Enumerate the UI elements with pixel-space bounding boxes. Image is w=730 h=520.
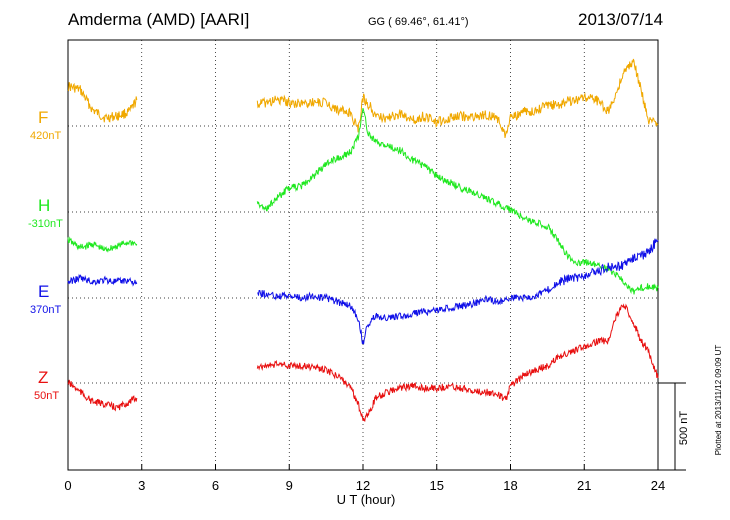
scale-bar: [658, 382, 686, 471]
series-h-line: [67, 236, 138, 253]
series-e-name: E: [38, 282, 50, 301]
x-tick-label: 24: [650, 478, 666, 493]
series-e-line: [257, 238, 659, 345]
series-h-line: [256, 107, 659, 295]
series-lines: [67, 58, 659, 422]
x-tick-label: 3: [138, 478, 146, 493]
x-axis-label: U T (hour): [336, 492, 396, 507]
series-e-line: [67, 273, 138, 287]
coordinates-label: GG ( 69.46°, 61.41°): [368, 16, 469, 28]
series-z-baseline: 50nT: [34, 390, 60, 402]
series-f-baseline: 420nT: [30, 130, 62, 142]
series-z-line: [67, 379, 138, 412]
x-tick-label: 15: [429, 478, 444, 493]
series-h-baseline: -310nT: [28, 218, 63, 230]
x-tick-label: 18: [503, 478, 518, 493]
series-f-name: F: [38, 108, 49, 127]
scale-bar-label: 500 nT: [678, 410, 690, 446]
series-h-name: H: [38, 196, 51, 215]
x-ticks: [67, 464, 659, 470]
date-label: 2013/07/14: [578, 10, 664, 29]
x-tick-label: 21: [577, 478, 592, 493]
station-title: Amderma (AMD) [AARI]: [68, 10, 250, 29]
x-tick-label: 9: [285, 478, 293, 493]
series-f-line: [67, 82, 138, 123]
series-z-line: [256, 303, 659, 422]
plotted-timestamp: Plotted at 2013/11/12 09:09 UT: [714, 344, 723, 456]
x-tick-label: 6: [211, 478, 220, 493]
series-f-line: [256, 58, 659, 138]
series-e-baseline: 370nT: [30, 304, 62, 316]
x-tick-label: 0: [64, 478, 72, 493]
series-z-name: Z: [38, 368, 49, 387]
x-tick-label: 12: [355, 478, 371, 493]
